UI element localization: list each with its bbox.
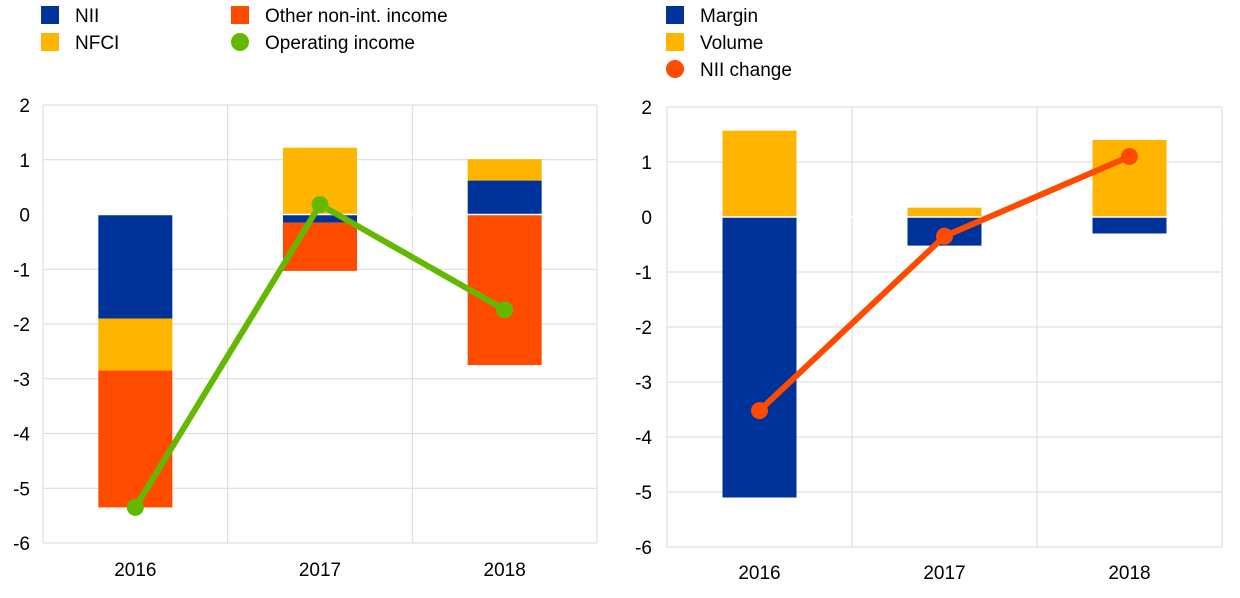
y-tick-label: 1: [641, 153, 652, 174]
legend-swatch-margin: [666, 6, 684, 24]
x-tick-label: 2016: [738, 563, 780, 584]
y-tick-label: -5: [635, 483, 652, 504]
legend-swatch-nii-change: [666, 60, 684, 78]
y-tick-label: 1: [19, 151, 30, 172]
bar-nii-2017: [283, 214, 357, 223]
legend-label-volume: Volume: [700, 33, 763, 54]
bar-volume-2016: [722, 130, 797, 217]
bar-other-non-int-income-2016: [98, 370, 173, 508]
y-tick-label: 0: [19, 206, 30, 227]
x-tick-label: 2018: [484, 560, 526, 581]
point-nii-change-2018: [1121, 148, 1138, 165]
y-tick-label: -4: [635, 428, 652, 449]
x-tick-label: 2016: [114, 560, 156, 581]
line-nii-change: [757, 153, 1131, 413]
legend-label-nii-change: NII change: [700, 60, 792, 81]
legend-label-other-non-int-income: Other non-int. income: [265, 6, 448, 27]
y-tick-label: -2: [13, 315, 30, 336]
y-tick-label: -5: [13, 479, 30, 500]
y-tick-label: -2: [635, 318, 652, 339]
bar-nfci-2018: [467, 159, 542, 181]
legend-label-nfci: NFCI: [75, 33, 119, 54]
x-tick-label: 2018: [1108, 563, 1150, 584]
y-tick-label: -3: [13, 370, 30, 391]
bar-nfci-2016: [98, 318, 173, 371]
y-tick-label: -6: [635, 538, 652, 559]
bar-nii-2016: [98, 214, 173, 319]
bar-other-non-int-income-2018: [467, 214, 542, 366]
y-tick-label: -6: [13, 534, 30, 555]
y-tick-label: -3: [635, 373, 652, 394]
point-operating-income-2017: [311, 196, 329, 214]
y-tick-label: 0: [641, 208, 652, 229]
legend-swatch-nii: [41, 6, 59, 24]
y-tick-label: 2: [19, 96, 30, 117]
y-tick-label: 2: [641, 98, 652, 119]
x-tick-label: 2017: [923, 563, 965, 584]
legend-swatch-nfci: [41, 33, 59, 51]
legend-swatch-volume: [666, 33, 684, 51]
point-operating-income-2018: [496, 301, 514, 319]
bar-margin-2018: [1092, 217, 1167, 234]
legend-label-margin: Margin: [700, 6, 758, 27]
bar-nii-2018: [467, 180, 542, 215]
legend-label-nii: NII: [75, 6, 99, 27]
y-tick-label: -1: [635, 263, 652, 284]
bar-volume-2017: [907, 207, 982, 217]
legend-swatch-operating-income: [231, 33, 249, 51]
point-nii-change-2016: [751, 402, 768, 420]
left-chart: 2 1 0 -1 -2 -3 -4 -5 -6 2016 2017 2018 NII NFCI Other …: [13, 6, 598, 581]
point-operating-income-2016: [126, 498, 144, 516]
right-chart: 2 1 0 -1 -2 -3 -4 -5 -6 2016 2017 2018 Margin Volume N…: [635, 6, 1223, 584]
legend-swatch-other-non-int-income: [231, 6, 249, 24]
y-tick-label: -4: [13, 425, 30, 446]
x-tick-label: 2017: [299, 560, 341, 581]
point-nii-change-2017: [936, 227, 953, 245]
bar-margin-2016: [722, 217, 797, 498]
y-tick-label: -1: [13, 260, 30, 281]
legend-label-operating-income: Operating income: [265, 33, 415, 54]
